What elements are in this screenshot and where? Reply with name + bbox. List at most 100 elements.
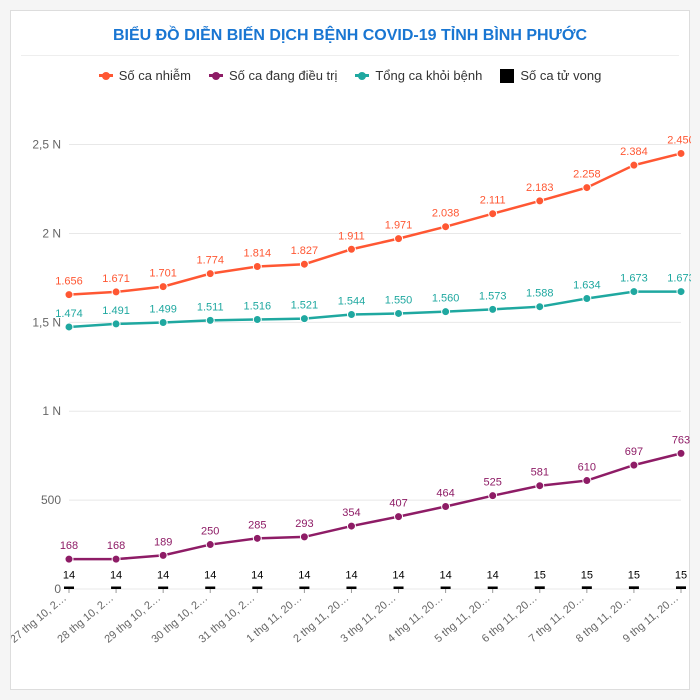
data-label-recovered: 1.499 bbox=[149, 304, 177, 316]
data-label-infected: 1.814 bbox=[244, 248, 272, 260]
legend-swatch-treating bbox=[209, 74, 223, 77]
point-treating bbox=[489, 492, 497, 500]
bar-deaths bbox=[676, 586, 686, 589]
point-recovered bbox=[442, 308, 450, 316]
data-label-infected: 2.258 bbox=[573, 169, 601, 181]
point-recovered bbox=[300, 315, 308, 323]
data-label-infected: 2.111 bbox=[480, 195, 506, 207]
point-infected bbox=[159, 283, 167, 291]
legend-swatch-recovered bbox=[355, 74, 369, 77]
point-infected bbox=[206, 270, 214, 278]
legend-item-recovered[interactable]: Tổng ca khỏi bệnh bbox=[355, 68, 482, 83]
data-label-treating: 525 bbox=[484, 477, 502, 489]
legend-item-infected[interactable]: Số ca nhiễm bbox=[99, 68, 191, 83]
data-label-treating: 250 bbox=[201, 526, 219, 538]
bar-deaths bbox=[252, 587, 262, 589]
data-label-infected: 1.656 bbox=[55, 276, 83, 288]
chart-title: BIỂU ĐỒ DIỄN BIẾN DỊCH BỆNH COVID-19 TỈN… bbox=[21, 21, 679, 56]
data-label-recovered: 1.521 bbox=[291, 300, 319, 312]
data-label-treating: 763 bbox=[672, 434, 690, 446]
legend-swatch-infected bbox=[99, 74, 113, 77]
data-label-deaths: 14 bbox=[251, 570, 263, 582]
legend-label-treating: Số ca đang điều trị bbox=[229, 68, 337, 83]
data-label-treating: 610 bbox=[578, 462, 596, 474]
chart-card: BIỂU ĐỒ DIỄN BIẾN DỊCH BỆNH COVID-19 TỈN… bbox=[10, 10, 690, 690]
bar-deaths bbox=[205, 587, 215, 589]
data-label-recovered: 1.573 bbox=[479, 290, 507, 302]
data-label-treating: 581 bbox=[531, 467, 549, 479]
point-recovered bbox=[112, 320, 120, 328]
y-tick-label: 2,5 N bbox=[32, 138, 61, 152]
y-tick-label: 2 N bbox=[42, 226, 61, 240]
point-recovered bbox=[65, 323, 73, 331]
point-infected bbox=[536, 197, 544, 205]
data-label-treating: 464 bbox=[436, 488, 454, 500]
legend-label-infected: Số ca nhiễm bbox=[119, 68, 191, 83]
data-label-infected: 2.384 bbox=[620, 146, 648, 158]
point-treating bbox=[253, 534, 261, 542]
point-infected bbox=[253, 263, 261, 271]
point-recovered bbox=[583, 295, 591, 303]
data-label-deaths: 14 bbox=[345, 570, 357, 582]
chart-plot: 05001 N1,5 N2 N2,5 N27 thg 10, 2…28 thg … bbox=[11, 89, 691, 689]
data-label-infected: 1.671 bbox=[102, 273, 130, 285]
bar-deaths bbox=[394, 587, 404, 589]
data-label-infected: 2.450 bbox=[667, 134, 691, 146]
data-label-recovered: 1.511 bbox=[197, 301, 224, 313]
point-infected bbox=[442, 223, 450, 231]
data-label-recovered: 1.544 bbox=[338, 296, 366, 308]
point-infected bbox=[65, 291, 73, 299]
point-recovered bbox=[630, 288, 638, 296]
point-recovered bbox=[206, 316, 214, 324]
point-treating bbox=[442, 503, 450, 511]
point-infected bbox=[347, 245, 355, 253]
data-label-recovered: 1.491 bbox=[102, 305, 130, 317]
data-label-deaths: 15 bbox=[581, 569, 593, 581]
point-treating bbox=[347, 522, 355, 530]
data-label-infected: 1.971 bbox=[385, 220, 413, 232]
bar-deaths bbox=[488, 587, 498, 589]
point-recovered bbox=[536, 303, 544, 311]
y-tick-label: 1 N bbox=[42, 404, 61, 418]
data-label-infected: 1.911 bbox=[338, 230, 365, 242]
point-recovered bbox=[253, 315, 261, 323]
point-recovered bbox=[489, 305, 497, 313]
data-label-recovered: 1.474 bbox=[55, 308, 83, 320]
point-infected bbox=[300, 260, 308, 268]
bar-deaths bbox=[629, 586, 639, 589]
data-label-deaths: 14 bbox=[204, 570, 216, 582]
data-label-deaths: 15 bbox=[628, 569, 640, 581]
legend-label-recovered: Tổng ca khỏi bệnh bbox=[375, 68, 482, 83]
data-label-deaths: 14 bbox=[63, 570, 75, 582]
point-treating bbox=[300, 533, 308, 541]
point-treating bbox=[65, 555, 73, 563]
data-label-recovered: 1.550 bbox=[385, 294, 413, 306]
legend-item-treating[interactable]: Số ca đang điều trị bbox=[209, 68, 337, 83]
bar-deaths bbox=[299, 587, 309, 589]
bar-deaths bbox=[158, 587, 168, 589]
data-label-treating: 293 bbox=[295, 518, 313, 530]
data-label-recovered: 1.634 bbox=[573, 280, 601, 292]
point-treating bbox=[395, 513, 403, 521]
data-label-deaths: 14 bbox=[439, 570, 451, 582]
legend-item-deaths[interactable]: Số ca tử vong bbox=[500, 68, 601, 83]
point-treating bbox=[159, 551, 167, 559]
bar-deaths bbox=[441, 587, 451, 589]
point-treating bbox=[112, 555, 120, 563]
data-label-deaths: 14 bbox=[392, 570, 404, 582]
point-recovered bbox=[347, 311, 355, 319]
data-label-deaths: 15 bbox=[534, 569, 546, 581]
legend-label-deaths: Số ca tử vong bbox=[520, 68, 601, 83]
point-infected bbox=[395, 235, 403, 243]
point-treating bbox=[677, 449, 685, 457]
point-recovered bbox=[395, 309, 403, 317]
data-label-infected: 1.774 bbox=[196, 255, 224, 267]
point-recovered bbox=[159, 319, 167, 327]
point-treating bbox=[630, 461, 638, 469]
data-label-deaths: 14 bbox=[157, 570, 169, 582]
data-label-infected: 2.183 bbox=[526, 182, 554, 194]
data-label-treating: 189 bbox=[154, 536, 172, 548]
bar-deaths bbox=[346, 587, 356, 589]
point-infected bbox=[677, 149, 685, 157]
data-label-recovered: 1.588 bbox=[526, 288, 554, 300]
